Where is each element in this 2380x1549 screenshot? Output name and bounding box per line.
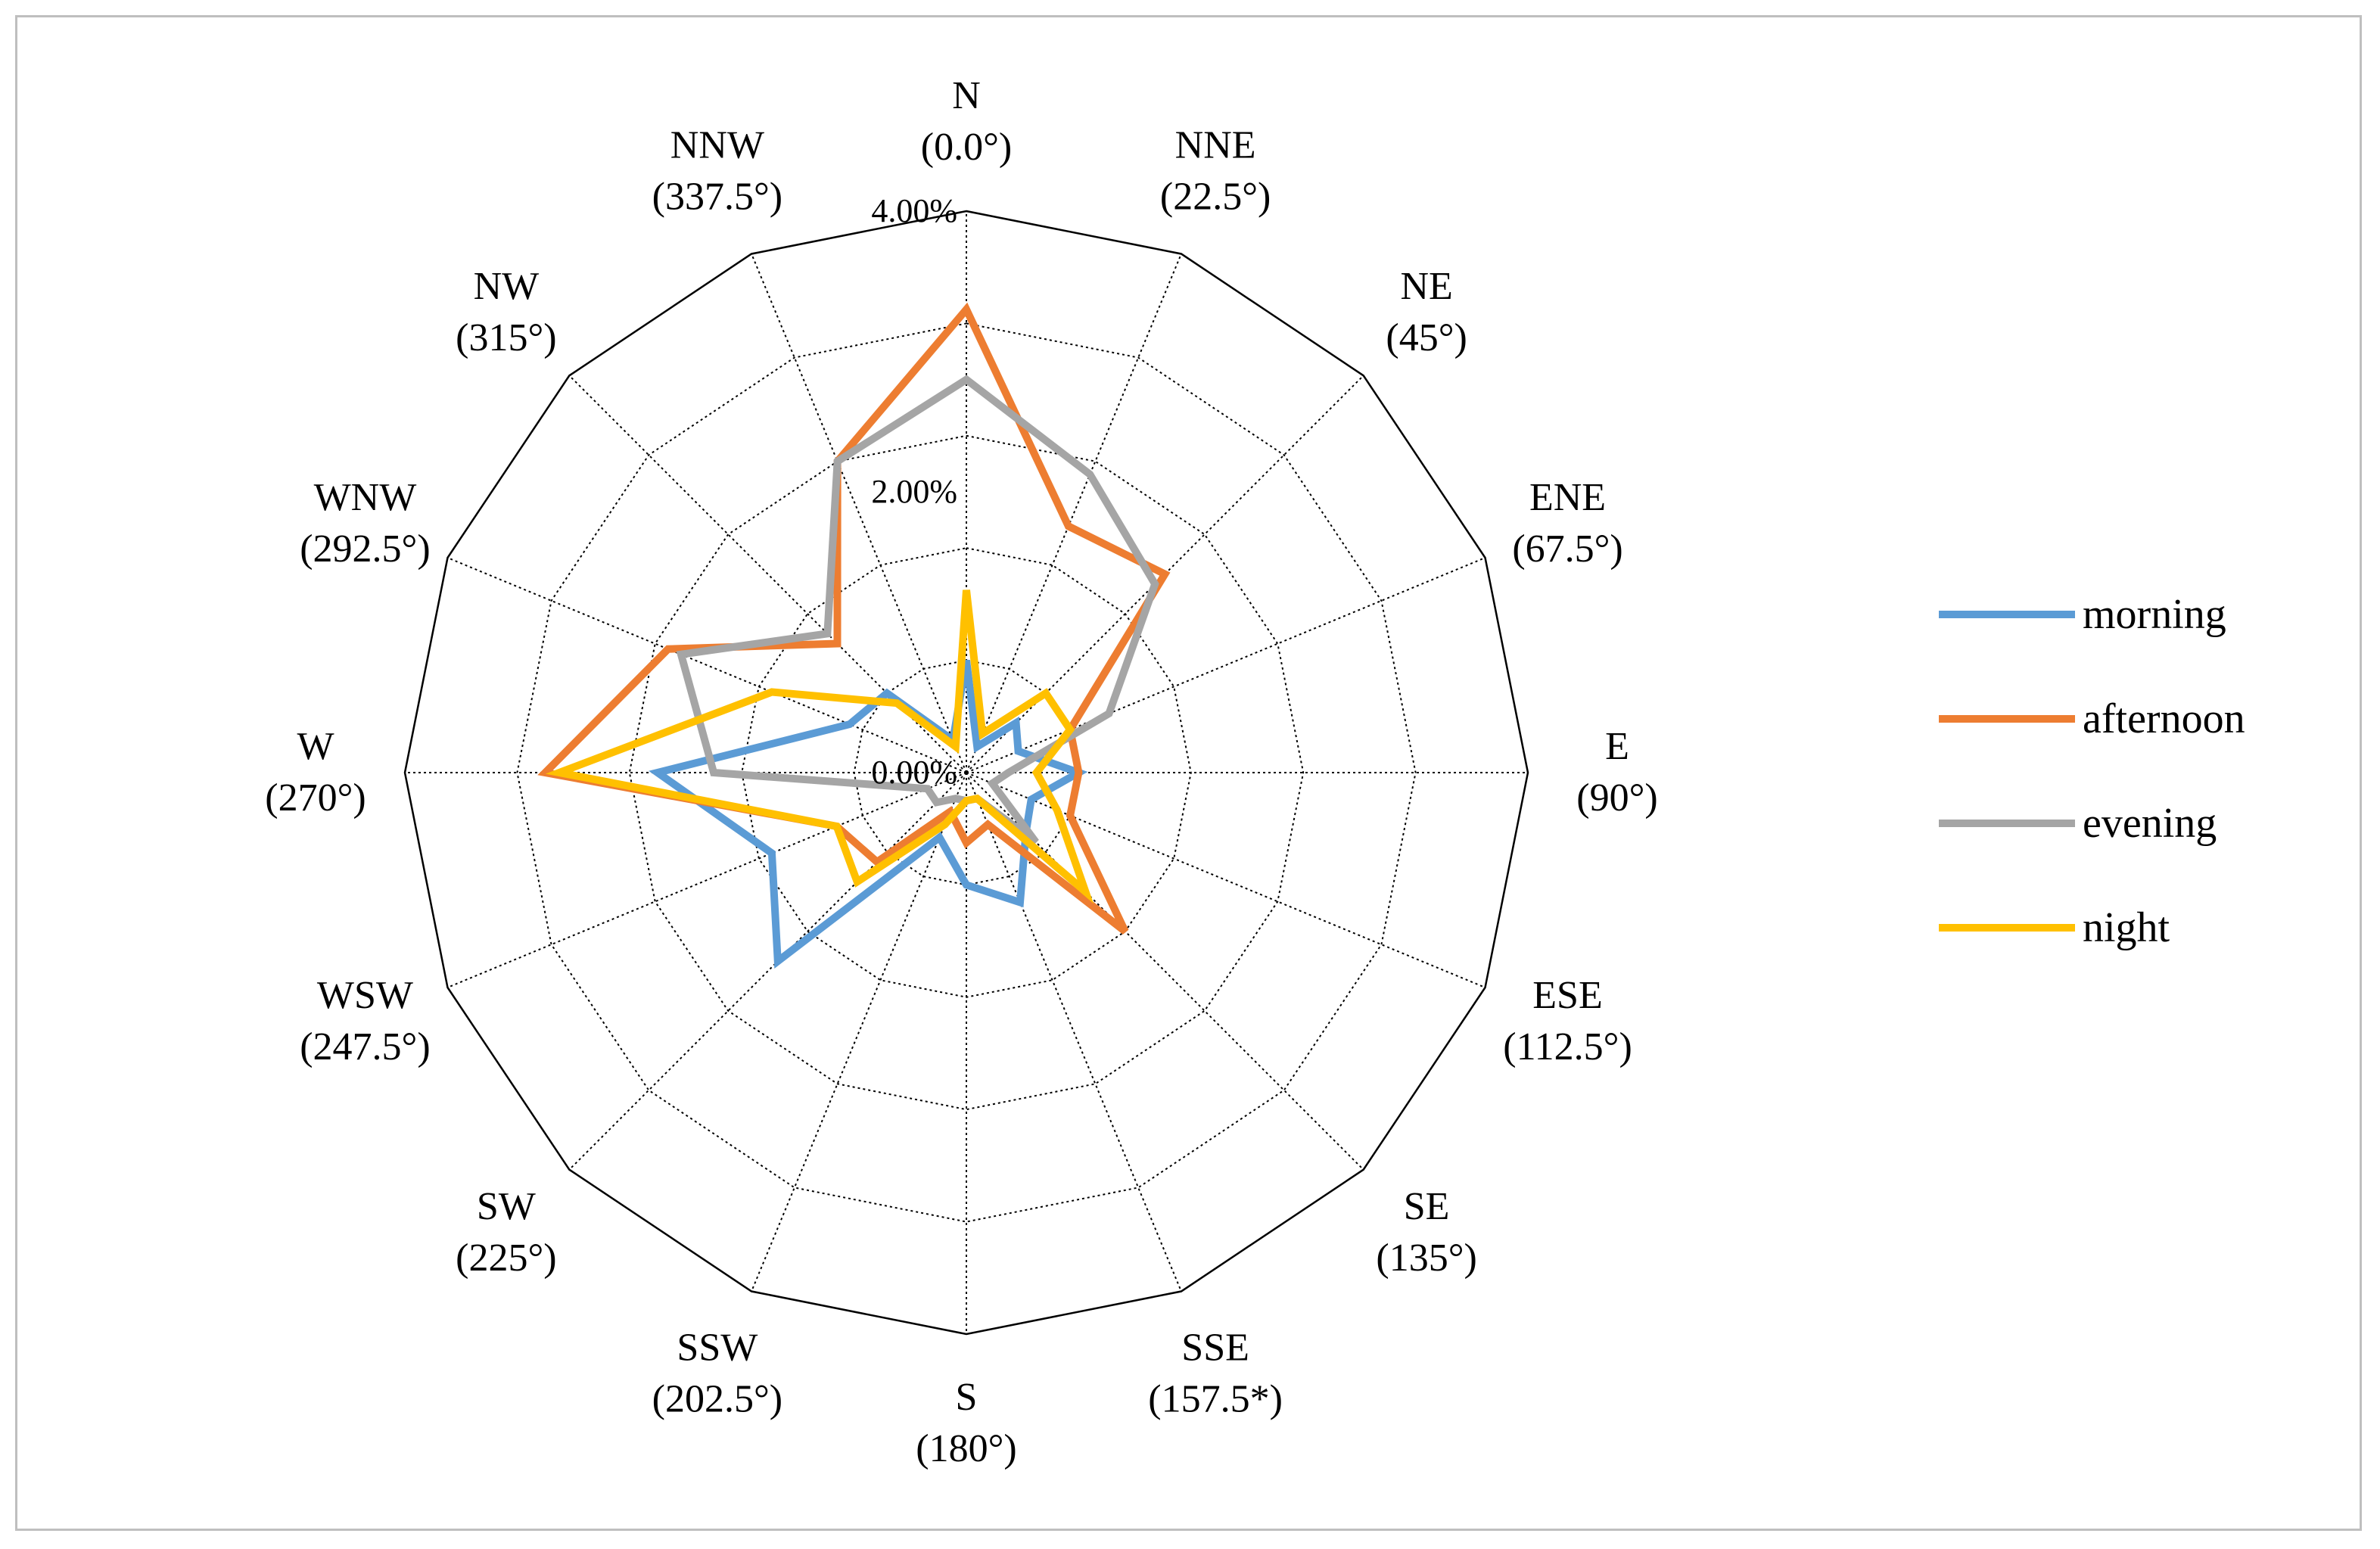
direction-label-nnw: NNW: [670, 123, 764, 166]
direction-label-ese: ESE: [1532, 974, 1602, 1017]
direction-angle-ese: (112.5°): [1503, 1025, 1632, 1068]
legend: morning afternoon evening night: [1939, 591, 2245, 951]
direction-label-s: S: [956, 1376, 978, 1419]
direction-angle-nw: (315°): [456, 316, 556, 359]
direction-angle-w: (270°): [265, 776, 366, 820]
direction-label-wnw: WNW: [314, 476, 417, 519]
direction-angle-sse: (157.5*): [1148, 1378, 1283, 1421]
grid-layer: [403, 210, 1529, 1336]
direction-label-ne: NE: [1400, 265, 1452, 308]
tick-label: 4.00%: [871, 192, 957, 229]
grid-spoke: [568, 375, 967, 773]
direction-angle-ene: (67.5°): [1512, 527, 1622, 571]
grid-spoke: [966, 772, 1364, 1171]
tick-label: 0.00%: [871, 754, 957, 791]
legend-label-evening: evening: [2083, 800, 2217, 847]
direction-label-se: SE: [1404, 1185, 1450, 1228]
direction-label-wsw: WSW: [317, 974, 413, 1017]
direction-angle-se: (135°): [1376, 1236, 1476, 1280]
grid-ring: [516, 322, 1417, 1223]
series-line-afternoon: [537, 302, 1171, 935]
grid-spoke: [966, 772, 1486, 988]
direction-label-nne: NNE: [1175, 123, 1256, 166]
grid-spoke: [751, 254, 967, 773]
direction-angle-sw: (225°): [456, 1236, 556, 1280]
direction-angle-wnw: (292.5°): [300, 527, 430, 571]
direction-label-ssw: SSW: [677, 1327, 758, 1370]
grid-spoke: [751, 772, 967, 1292]
series-line-morning: [649, 659, 1088, 969]
direction-label-nw: NW: [474, 265, 540, 308]
direction-label-n: N: [952, 74, 981, 117]
direction-angle-n: (0.0°): [921, 126, 1012, 169]
series-line-night: [545, 589, 1094, 904]
chart-frame: [15, 15, 2362, 1531]
tick-label: 2.00%: [871, 473, 957, 510]
tick-labels: 0.00% 2.00% 4.00%: [871, 192, 957, 791]
direction-angle-ssw: (202.5°): [652, 1378, 782, 1421]
legend-label-night: night: [2083, 904, 2170, 951]
direction-angle-s: (180°): [916, 1427, 1016, 1470]
direction-label-sse: SSE: [1181, 1327, 1249, 1370]
direction-angle-e: (90°): [1576, 776, 1657, 820]
direction-angle-ne: (45°): [1386, 316, 1467, 359]
direction-label-sw: SW: [477, 1185, 536, 1228]
grid-spoke: [966, 254, 1182, 773]
direction-label-e: E: [1605, 725, 1629, 768]
series-layer: [537, 302, 1171, 969]
direction-angle-nne: (22.5°): [1160, 175, 1271, 218]
direction-angle-nnw: (337.5°): [652, 175, 782, 218]
grid-ring: [628, 434, 1305, 1111]
grid-spoke: [447, 772, 967, 988]
grid-ring-outer: [403, 210, 1529, 1336]
direction-angle-wsw: (247.5°): [300, 1025, 430, 1068]
legend-label-afternoon: afternoon: [2083, 695, 2245, 742]
direction-label-w: W: [297, 725, 334, 768]
legend-label-morning: morning: [2083, 591, 2226, 638]
grid-spoke: [568, 772, 967, 1171]
direction-label-ene: ENE: [1529, 476, 1606, 519]
grid-spoke: [447, 557, 967, 773]
direction-labels: N (0.0°) NNE (22.5°) NE (45°) ENE (67.5°) E (90°)…: [265, 74, 1657, 1470]
grid-spoke: [966, 557, 1486, 773]
grid-spoke: [966, 772, 1182, 1292]
